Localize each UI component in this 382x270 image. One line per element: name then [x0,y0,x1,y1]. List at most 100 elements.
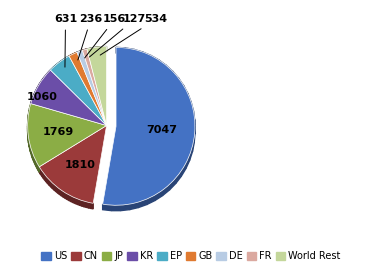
Wedge shape [39,126,107,203]
Polygon shape [189,146,193,160]
Polygon shape [97,47,98,53]
Polygon shape [44,76,45,83]
Polygon shape [98,47,99,53]
Polygon shape [41,80,42,87]
Text: 1060: 1060 [27,92,58,102]
Polygon shape [162,184,170,196]
Wedge shape [87,46,107,126]
Polygon shape [104,47,105,52]
Polygon shape [38,165,39,172]
Polygon shape [67,194,69,201]
Text: 127: 127 [89,15,146,57]
Polygon shape [103,204,112,211]
Polygon shape [142,52,151,61]
Polygon shape [91,203,93,209]
Polygon shape [29,106,30,113]
Polygon shape [33,155,34,162]
Polygon shape [125,48,134,55]
Wedge shape [83,49,107,126]
Text: 631: 631 [54,15,77,67]
Polygon shape [54,184,56,191]
Polygon shape [52,68,53,74]
Wedge shape [50,56,107,126]
Polygon shape [193,111,195,125]
Polygon shape [121,204,129,211]
Polygon shape [134,49,142,58]
Polygon shape [29,142,30,149]
Polygon shape [49,71,50,77]
Polygon shape [166,65,173,77]
Polygon shape [71,196,73,203]
Polygon shape [37,86,38,93]
Polygon shape [58,63,59,69]
Polygon shape [91,48,92,54]
Polygon shape [34,92,35,99]
Polygon shape [170,178,176,190]
Polygon shape [138,199,147,208]
Polygon shape [47,73,48,80]
Polygon shape [38,85,39,92]
Polygon shape [116,47,125,53]
Polygon shape [32,97,33,104]
Text: 7047: 7047 [146,125,177,135]
Polygon shape [35,159,36,166]
Polygon shape [42,171,43,178]
Polygon shape [31,148,32,156]
Polygon shape [61,61,62,67]
Polygon shape [181,163,186,176]
Polygon shape [90,48,91,54]
Polygon shape [36,161,37,168]
Polygon shape [80,200,82,206]
Polygon shape [176,171,181,184]
Wedge shape [31,70,107,126]
Polygon shape [58,187,60,194]
Polygon shape [48,72,49,79]
Polygon shape [46,74,47,80]
Text: 156: 156 [85,15,126,58]
Polygon shape [99,47,100,52]
Polygon shape [60,61,61,67]
Polygon shape [51,181,52,188]
Polygon shape [78,199,80,205]
Polygon shape [69,195,71,202]
Polygon shape [151,55,159,65]
Wedge shape [103,47,195,205]
Polygon shape [129,202,138,210]
Polygon shape [193,137,194,152]
Polygon shape [54,66,55,72]
Text: 1810: 1810 [65,160,96,170]
Polygon shape [39,167,40,174]
Polygon shape [52,183,54,190]
Polygon shape [31,101,32,108]
Polygon shape [65,58,66,64]
Polygon shape [63,59,64,65]
Polygon shape [32,153,33,160]
Polygon shape [59,62,60,68]
Polygon shape [188,93,191,107]
Polygon shape [33,95,34,102]
Polygon shape [40,82,41,88]
Polygon shape [159,60,166,71]
Text: 1769: 1769 [42,127,74,137]
Polygon shape [67,57,68,63]
Polygon shape [102,47,103,52]
Polygon shape [43,173,45,180]
Polygon shape [34,157,35,164]
Polygon shape [36,89,37,95]
Wedge shape [77,50,107,126]
Polygon shape [30,104,31,111]
Polygon shape [93,48,94,53]
Polygon shape [43,77,44,84]
Polygon shape [56,186,58,193]
Polygon shape [101,47,102,52]
Polygon shape [186,155,189,169]
Polygon shape [184,86,188,99]
Polygon shape [87,49,88,54]
Polygon shape [82,201,84,207]
Polygon shape [62,60,63,66]
Polygon shape [51,69,52,75]
Polygon shape [106,46,107,52]
Polygon shape [100,47,101,52]
Polygon shape [96,47,97,53]
Polygon shape [89,48,90,54]
